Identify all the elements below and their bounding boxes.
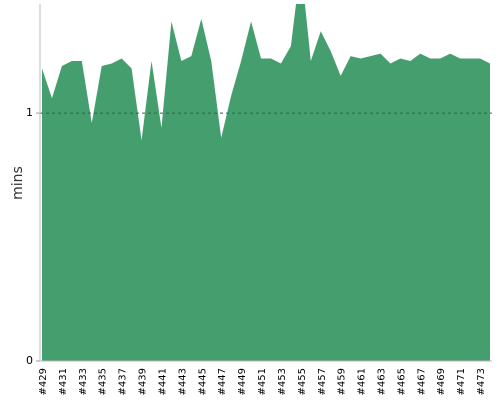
- x-tick-label: #429: [38, 368, 49, 395]
- y-tick-label: 0: [26, 354, 33, 367]
- x-tick-label: #455: [297, 368, 308, 395]
- x-tick-label: #439: [138, 368, 149, 395]
- x-tick-label: #449: [237, 368, 248, 395]
- x-tick-label: #447: [217, 368, 228, 395]
- x-tick-label: #437: [118, 368, 129, 395]
- x-tick-label: #467: [416, 368, 427, 395]
- x-tick-label: #459: [337, 368, 348, 395]
- x-tick-label: #433: [78, 368, 89, 395]
- x-tick-label: #463: [376, 368, 387, 395]
- x-tick-label: #461: [357, 368, 368, 395]
- x-tick-label: #473: [476, 368, 487, 395]
- area: [42, 4, 490, 361]
- x-tick-label: #443: [177, 368, 188, 395]
- x-tick-label: #469: [436, 368, 447, 395]
- x-tick-label: #441: [157, 368, 168, 395]
- x-tick-label: #431: [58, 368, 69, 395]
- x-tick-label: #451: [257, 368, 268, 395]
- y-axis-label: mins: [10, 166, 26, 200]
- x-tick-label: #471: [456, 368, 467, 395]
- x-tick-label: #465: [396, 368, 407, 395]
- x-tick-label: #453: [277, 368, 288, 395]
- y-tick-label: 1: [26, 106, 33, 119]
- x-tick-label: #435: [98, 368, 109, 395]
- x-tick-label: #457: [317, 368, 328, 395]
- x-tick-label: #445: [197, 368, 208, 395]
